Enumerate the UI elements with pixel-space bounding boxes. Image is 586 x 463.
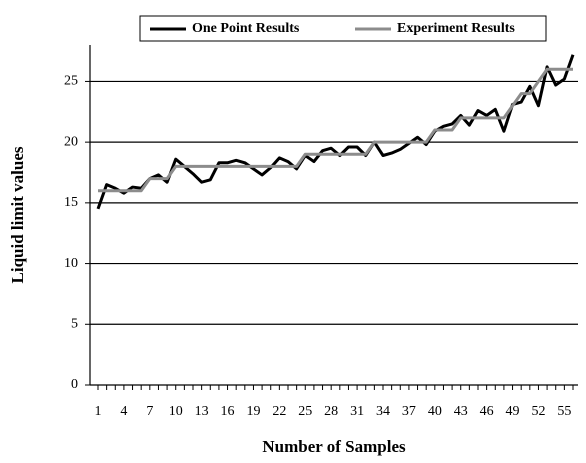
legend-label: One Point Results bbox=[192, 21, 300, 36]
y-tick-label: 20 bbox=[64, 134, 78, 149]
x-tick-label: 52 bbox=[531, 404, 545, 419]
x-axis-label: Number of Samples bbox=[262, 437, 406, 456]
x-tick-label: 40 bbox=[428, 404, 442, 419]
x-tick-label: 49 bbox=[506, 404, 520, 419]
x-tick-label: 7 bbox=[146, 404, 153, 419]
x-tick-label: 37 bbox=[402, 404, 416, 419]
y-axis-label: Liquid limit values bbox=[8, 146, 27, 283]
x-tick-label: 1 bbox=[95, 404, 102, 419]
x-tick-label: 16 bbox=[221, 404, 235, 419]
legend-box bbox=[139, 15, 547, 42]
x-tick-label: 19 bbox=[246, 404, 260, 419]
y-tick-label: 15 bbox=[64, 195, 78, 210]
series-line bbox=[96, 54, 575, 210]
x-tick-label: 22 bbox=[272, 404, 286, 419]
x-tick-label: 55 bbox=[557, 404, 571, 419]
x-tick-label: 13 bbox=[195, 404, 209, 419]
x-tick-label: 31 bbox=[350, 404, 364, 419]
x-tick-label: 34 bbox=[376, 404, 390, 419]
series-line bbox=[98, 67, 573, 193]
y-tick-label: 10 bbox=[64, 256, 78, 271]
legend-label: Experiment Results bbox=[397, 21, 515, 36]
y-tick-label: 5 bbox=[71, 317, 78, 332]
y-tick-label: 25 bbox=[64, 74, 78, 89]
y-tick-label: 0 bbox=[71, 377, 78, 392]
x-tick-label: 10 bbox=[169, 404, 183, 419]
x-tick-label: 4 bbox=[120, 404, 127, 419]
x-tick-label: 25 bbox=[298, 404, 312, 419]
x-tick-label: 46 bbox=[480, 404, 494, 419]
x-tick-label: 28 bbox=[324, 404, 338, 419]
x-tick-label: 43 bbox=[454, 404, 468, 419]
